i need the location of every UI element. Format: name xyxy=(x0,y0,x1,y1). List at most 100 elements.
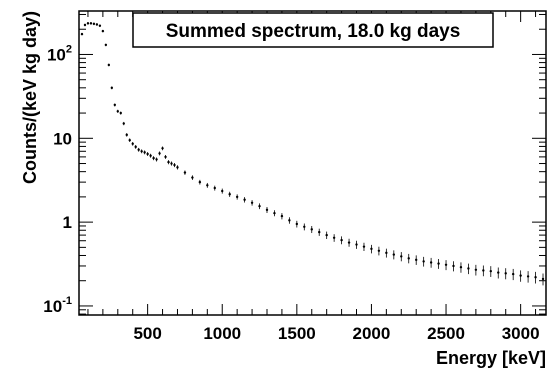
data-point xyxy=(325,233,328,237)
y-axis-title: Counts/(keV kg day) xyxy=(20,11,40,184)
data-point xyxy=(83,23,87,27)
data-point xyxy=(191,176,194,179)
data-point xyxy=(213,186,216,190)
data-point xyxy=(511,272,515,276)
data-point xyxy=(295,222,299,226)
data-point xyxy=(385,251,388,255)
data-point xyxy=(80,32,84,36)
data-point xyxy=(122,122,125,125)
data-point xyxy=(392,253,396,256)
chart-title-box xyxy=(132,12,494,48)
data-point xyxy=(221,189,224,193)
data-point xyxy=(437,262,440,265)
data-point xyxy=(146,152,149,156)
x-tick-label: 3000 xyxy=(502,324,540,343)
data-point xyxy=(370,247,373,251)
data-point xyxy=(318,230,321,234)
data-point xyxy=(101,29,105,33)
plot-frame xyxy=(78,10,547,316)
x-tick-label: 2500 xyxy=(427,324,465,343)
data-point xyxy=(119,111,122,115)
data-point xyxy=(303,225,306,228)
data-point xyxy=(429,261,433,264)
data-point xyxy=(400,255,403,258)
data-point xyxy=(155,158,158,161)
data-point xyxy=(340,238,343,242)
data-point xyxy=(534,276,537,279)
data-point xyxy=(89,22,93,25)
data-point xyxy=(164,155,167,159)
chart-title: Summed spectrum, 18.0 kg days xyxy=(166,21,461,42)
data-point xyxy=(474,268,478,271)
data-point xyxy=(355,243,358,246)
x-tick-label: 2000 xyxy=(353,324,391,343)
data-point xyxy=(116,110,119,113)
data-point xyxy=(134,145,137,149)
data-point xyxy=(444,263,448,266)
data-point xyxy=(482,269,485,272)
data-point xyxy=(407,257,410,260)
data-point xyxy=(452,264,455,268)
data-point xyxy=(459,265,463,269)
data-point xyxy=(526,275,530,278)
data-point xyxy=(332,236,336,240)
data-point xyxy=(504,272,507,275)
data-point xyxy=(107,63,111,67)
data-point xyxy=(347,241,351,244)
data-point xyxy=(95,23,99,26)
data-point xyxy=(137,148,140,151)
y-tick-label: 1 xyxy=(63,213,72,232)
data-point xyxy=(170,162,173,165)
data-point xyxy=(92,22,96,26)
data-point xyxy=(206,184,209,187)
data-point xyxy=(86,22,90,25)
data-point xyxy=(131,142,134,145)
data-point xyxy=(250,201,254,205)
y-axis-ticks: 10-1 1 10 102 xyxy=(43,13,546,316)
data-point xyxy=(228,193,231,196)
data-point xyxy=(128,138,131,142)
x-tick-label: 1500 xyxy=(278,324,316,343)
data-point xyxy=(125,133,128,137)
data-point xyxy=(183,171,187,174)
data-point xyxy=(265,208,269,212)
x-axis-ticks: 500 1000 1500 2000 2500 3000 xyxy=(87,11,540,343)
data-point xyxy=(280,214,284,218)
data-point xyxy=(140,150,143,153)
data-point xyxy=(167,160,170,164)
data-point xyxy=(235,195,239,199)
data-point xyxy=(497,271,500,274)
y-tick-label: 102 xyxy=(47,43,72,64)
x-axis-title: Energy [keV] xyxy=(436,348,546,368)
data-point xyxy=(158,152,161,155)
data-point xyxy=(362,245,366,248)
data-point xyxy=(98,24,102,27)
data-point xyxy=(273,211,276,215)
data-point xyxy=(161,147,164,150)
data-point xyxy=(422,260,425,263)
data-point xyxy=(467,267,470,270)
data-point xyxy=(113,103,117,107)
data-point xyxy=(541,277,545,281)
data-point xyxy=(243,198,246,201)
y-tick-label: 10 xyxy=(53,129,72,148)
data-point xyxy=(104,43,108,47)
data-point xyxy=(173,163,176,167)
data-point xyxy=(176,166,179,169)
x-tick-label: 500 xyxy=(133,324,161,343)
data-point xyxy=(152,156,155,160)
data-point xyxy=(377,249,381,252)
data-point xyxy=(258,204,261,208)
data-point xyxy=(198,180,202,184)
data-point xyxy=(310,228,313,231)
x-tick-label: 1000 xyxy=(203,324,241,343)
data-point xyxy=(149,154,152,157)
data-point xyxy=(489,269,492,273)
data-point xyxy=(414,258,418,262)
data-point xyxy=(143,151,146,154)
data-point xyxy=(110,86,114,90)
data-point xyxy=(519,274,522,277)
y-tick-label: 10-1 xyxy=(43,295,72,316)
data-point xyxy=(288,219,291,222)
